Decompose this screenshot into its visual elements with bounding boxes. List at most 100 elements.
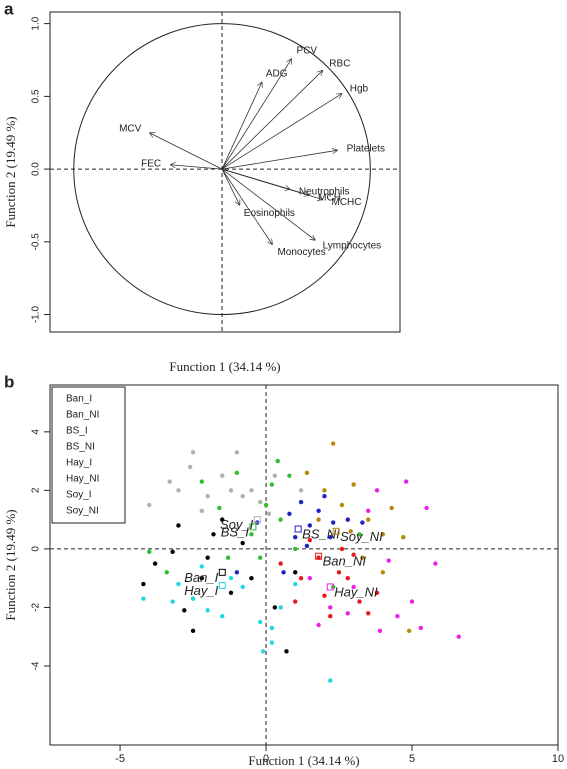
loading-arrow <box>221 168 272 245</box>
y-tick-label: 1.0 <box>31 16 42 30</box>
point <box>228 575 234 581</box>
point <box>190 596 196 601</box>
point <box>141 581 146 587</box>
loading-arrow <box>221 59 292 170</box>
point <box>339 502 345 508</box>
point <box>249 575 254 581</box>
plot-frame <box>49 11 401 333</box>
x-tick-label: 5 <box>409 753 415 765</box>
loading-label: Lymphocytes <box>323 240 382 251</box>
y-axis-label: Function 2 (19.49 %) <box>3 116 18 227</box>
point <box>269 625 275 631</box>
y-tick-label: -4 <box>31 661 42 670</box>
point <box>260 649 266 654</box>
point <box>263 502 269 508</box>
point <box>336 570 342 575</box>
point <box>406 628 412 634</box>
point <box>293 581 298 587</box>
point <box>307 575 313 581</box>
point <box>272 605 278 610</box>
y-tick-label: 4 <box>31 429 42 435</box>
point <box>307 523 313 528</box>
loading-arrow <box>221 150 338 170</box>
point <box>351 584 356 590</box>
point <box>366 611 371 616</box>
point <box>401 534 406 540</box>
point <box>348 529 353 534</box>
point <box>220 614 225 619</box>
point <box>418 625 423 631</box>
centroid-label: Ban_I <box>184 570 218 585</box>
point <box>258 555 263 560</box>
point <box>307 537 313 543</box>
centroid <box>332 527 340 535</box>
loading-arrow <box>221 168 240 205</box>
point <box>199 564 205 569</box>
point <box>351 482 356 487</box>
point <box>220 517 225 522</box>
panel-label: a <box>4 0 14 18</box>
loading-label: MCHC <box>331 197 361 208</box>
point <box>395 614 400 619</box>
point <box>293 599 298 604</box>
point <box>284 649 289 654</box>
point <box>240 584 245 590</box>
point <box>234 470 240 476</box>
point <box>278 561 283 566</box>
point <box>409 599 415 604</box>
point <box>170 549 175 555</box>
point <box>234 450 240 455</box>
point <box>249 488 254 493</box>
point <box>269 640 275 645</box>
loading-label: Monocytes <box>277 247 325 258</box>
point <box>380 570 386 575</box>
point <box>360 520 365 525</box>
point <box>234 570 240 575</box>
loading-label: Platelets <box>347 143 385 154</box>
point <box>266 511 272 516</box>
point <box>316 517 321 522</box>
legend-entry: BS_NI <box>66 442 95 453</box>
loading-label: PCV <box>297 46 318 57</box>
point <box>258 619 263 625</box>
point <box>190 450 196 455</box>
centroid <box>294 525 302 533</box>
point <box>330 441 336 446</box>
point <box>205 608 210 613</box>
loading-label: ADG <box>266 68 288 79</box>
point <box>374 488 380 493</box>
point <box>217 505 222 511</box>
point <box>167 479 172 484</box>
legend-entry: Soy_I <box>66 490 92 501</box>
loading-arrow <box>221 70 323 170</box>
point <box>164 570 169 575</box>
point <box>278 517 283 522</box>
loading-arrow <box>221 93 342 170</box>
point <box>176 581 181 587</box>
centroid-label: Soy_I <box>220 517 254 532</box>
point <box>293 534 298 540</box>
x-axis-label: Function 1 (34.14 %) <box>248 753 359 768</box>
loading-arrow <box>221 168 315 240</box>
y-tick-label: 0.5 <box>31 89 42 103</box>
loading-arrow <box>221 82 262 170</box>
point <box>360 555 365 560</box>
loading-label: RBC <box>329 59 350 70</box>
point <box>225 555 231 560</box>
point <box>272 473 278 478</box>
point <box>293 546 298 552</box>
point <box>339 546 345 552</box>
centroid <box>218 581 226 589</box>
legend-entry: BS_I <box>66 426 88 437</box>
point <box>170 599 175 604</box>
point <box>258 499 263 505</box>
centroid-label: Soy_NI <box>340 529 383 544</box>
point <box>275 458 280 464</box>
point <box>456 634 461 639</box>
point <box>287 473 292 478</box>
point <box>345 575 350 581</box>
y-tick-label: 0.0 <box>31 162 42 176</box>
y-tick-label: -0.5 <box>31 233 42 251</box>
point <box>205 494 210 499</box>
